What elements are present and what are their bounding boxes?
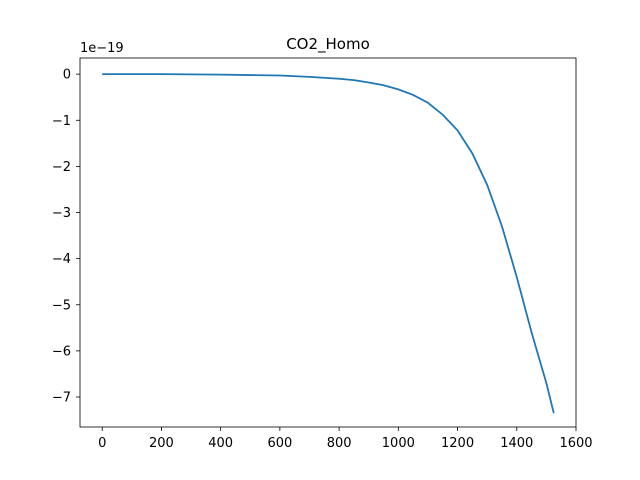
chart-title: CO2_Homo xyxy=(286,35,370,54)
y-tick-label: −2 xyxy=(52,160,71,175)
x-tick-label: 1000 xyxy=(382,436,415,451)
y-tick-label: 0 xyxy=(63,68,71,83)
x-tick-label: 0 xyxy=(98,436,106,451)
y-axis-ticks: 0 −1 −2 −3 −4 −5 −6 −7 xyxy=(52,68,80,406)
x-tick-label: 1600 xyxy=(559,436,592,451)
y-tick-label: −7 xyxy=(52,391,71,406)
x-tick-label: 800 xyxy=(327,436,352,451)
plot-frame xyxy=(79,57,577,428)
x-tick-label: 200 xyxy=(149,436,174,451)
y-tick-label: −6 xyxy=(52,344,71,359)
y-tick-label: −3 xyxy=(52,206,71,221)
series-line xyxy=(102,73,555,414)
plot-area xyxy=(80,58,576,427)
x-tick-label: 1400 xyxy=(500,436,533,451)
x-tick-label: 400 xyxy=(208,436,233,451)
y-axis-offset-label: 1e−19 xyxy=(80,41,124,56)
x-axis-ticks: 0 200 400 600 800 1000 1200 1400 1600 xyxy=(98,427,593,451)
x-tick-label: 600 xyxy=(267,436,292,451)
y-tick-label: −1 xyxy=(52,114,71,129)
y-tick-label: −4 xyxy=(52,252,71,267)
x-tick-label: 1200 xyxy=(441,436,474,451)
y-tick-label: −5 xyxy=(52,298,71,313)
